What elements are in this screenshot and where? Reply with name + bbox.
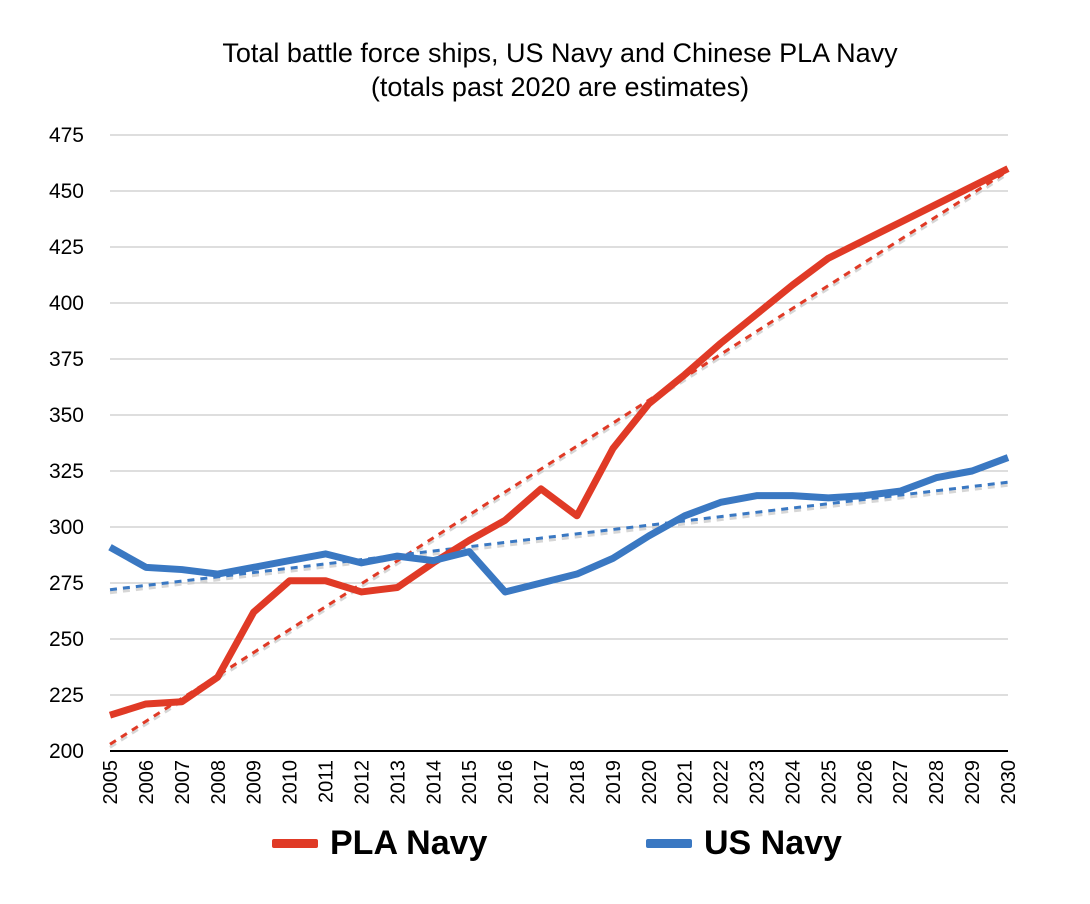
x-tick-label-2012: 2012: [351, 760, 373, 805]
x-tick-label-2020: 2020: [639, 760, 661, 805]
series-line-pla-navy: [108, 165, 1010, 719]
y-tick-label-450: 450: [49, 180, 84, 203]
x-tick-label-2025: 2025: [818, 760, 840, 805]
x-tick-label-2022: 2022: [711, 760, 733, 805]
y-tick-label-300: 300: [49, 516, 84, 539]
legend-item-pla-navy: PLA Navy: [272, 818, 487, 868]
x-tick-label-2009: 2009: [244, 760, 266, 805]
x-tick-label-2005: 2005: [100, 760, 122, 805]
legend-label-us-navy: US Navy: [704, 823, 842, 862]
x-tick-label-2010: 2010: [280, 760, 302, 805]
chart-title-block: Total battle force ships, US Navy and Ch…: [0, 36, 1090, 104]
x-tick-label-2011: 2011: [316, 760, 338, 803]
legend-swatch-us-navy: [646, 838, 692, 848]
trendline-pla-navy: [109, 169, 1009, 746]
legend-swatch-pla-navy: [272, 838, 318, 848]
x-tick-label-2027: 2027: [890, 760, 912, 805]
x-tick-label-2014: 2014: [423, 760, 445, 805]
y-tick-label-375: 375: [49, 348, 84, 371]
x-tick-label-2028: 2028: [926, 760, 948, 805]
y-tick-label-325: 325: [49, 460, 84, 483]
y-tick-label-400: 400: [49, 292, 84, 315]
y-tick-label-250: 250: [49, 628, 84, 651]
gridlines: [110, 134, 1008, 696]
x-tick-label-2030: 2030: [998, 760, 1020, 805]
x-tick-label-2023: 2023: [747, 760, 769, 805]
series-lines: [108, 165, 1010, 719]
y-tick-label-350: 350: [49, 404, 84, 427]
x-tick-label-2008: 2008: [208, 760, 230, 805]
y-tick-label-475: 475: [49, 124, 84, 147]
x-axis-tick-labels: 2005 2006 2007 2008 2009 2010 2011 2012 2013 2014…: [100, 760, 1020, 805]
x-tick-label-2013: 2013: [387, 760, 409, 805]
x-tick-label-2019: 2019: [603, 760, 625, 805]
x-tick-label-2024: 2024: [782, 760, 804, 805]
x-tick-label-2029: 2029: [962, 760, 984, 805]
legend-item-us-navy: US Navy: [646, 818, 842, 868]
x-tick-label-2006: 2006: [136, 760, 158, 805]
chart-title: Total battle force ships, US Navy and Ch…: [222, 38, 898, 68]
x-tick-label-2016: 2016: [495, 760, 517, 805]
y-tick-label-425: 425: [49, 236, 84, 259]
series-line-us-navy: [108, 454, 1010, 596]
x-tick-label-2026: 2026: [854, 760, 876, 805]
x-tick-label-2021: 2021: [675, 760, 697, 805]
legend: PLA Navy US Navy: [0, 818, 1090, 868]
x-tick-label-2017: 2017: [531, 760, 553, 805]
y-axis-tick-labels: 200 225 250 275 300 325 350 375 400 425 450 475: [49, 124, 84, 763]
x-tick-label-2018: 2018: [567, 760, 589, 805]
trendline-shadow-0: [109, 172, 1009, 749]
y-tick-label-225: 225: [49, 684, 84, 707]
legend-label-pla-navy: PLA Navy: [330, 823, 488, 862]
trendlines: [109, 169, 1009, 749]
x-tick-label-2007: 2007: [172, 760, 194, 805]
y-tick-label-200: 200: [49, 740, 84, 763]
y-tick-label-275: 275: [49, 572, 84, 595]
x-tick-label-2015: 2015: [459, 760, 481, 805]
chart-subtitle: (totals past 2020 are estimates): [370, 72, 750, 102]
